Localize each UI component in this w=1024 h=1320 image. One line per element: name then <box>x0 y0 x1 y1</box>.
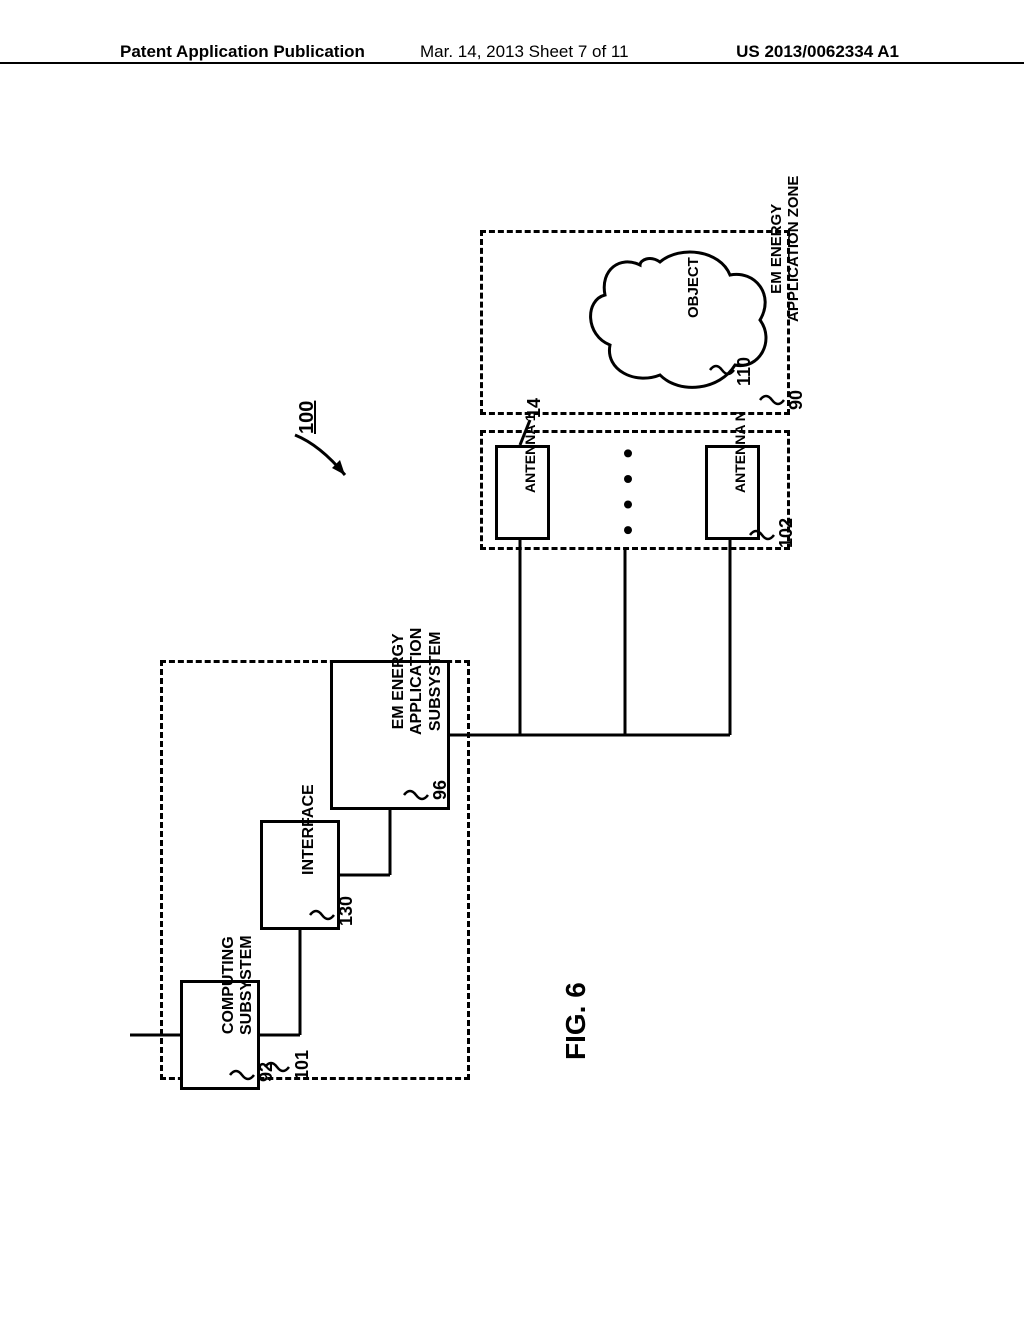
zone-title-text: EM ENERGY APPLICATION ZONE <box>768 176 803 322</box>
page: Patent Application Publication Mar. 14, … <box>0 0 1024 1320</box>
diagram: EM ENERGY APPLICATION ZONE COMPUTING SUB… <box>0 0 1024 1320</box>
antenna-dots: • • • • <box>612 444 644 535</box>
connector-lines <box>0 0 1024 1320</box>
ref-90: 90 <box>786 390 807 410</box>
ref-14: 14 <box>524 398 545 418</box>
ref-96: 96 <box>430 780 451 800</box>
ref-92: 92 <box>256 1062 277 1082</box>
object-cloud-svg <box>0 0 1024 1320</box>
ref-100: 100 <box>296 401 319 434</box>
ref-110: 110 <box>734 357 755 386</box>
ref-130: 130 <box>336 896 357 926</box>
figure-label: FIG. 6 <box>560 982 592 1060</box>
ref-102: 102 <box>776 518 797 548</box>
ref-101: 101 <box>292 1050 313 1080</box>
em-zone-90 <box>480 230 790 415</box>
